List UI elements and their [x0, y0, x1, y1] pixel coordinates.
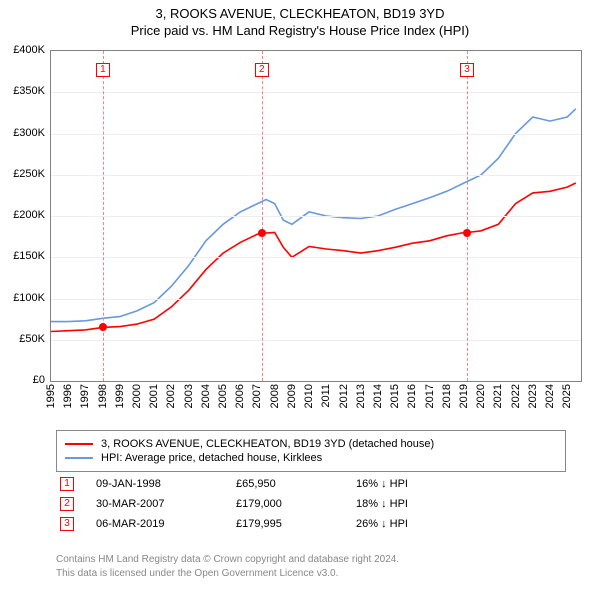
transaction-date: 09-JAN-1998 — [96, 478, 236, 490]
x-axis-label: 2018 — [441, 384, 453, 408]
x-axis-label: 2005 — [217, 384, 229, 408]
y-axis-label: £400K — [13, 44, 45, 56]
x-axis-label: 2001 — [148, 384, 160, 408]
x-axis-label: 2024 — [544, 384, 556, 408]
x-axis-label: 2016 — [406, 384, 418, 408]
legend-label: HPI: Average price, detached house, Kirk… — [101, 452, 322, 464]
y-axis-label: £200K — [13, 209, 45, 221]
x-axis-label: 2017 — [424, 384, 436, 408]
y-axis-label: £350K — [13, 85, 45, 97]
transaction-diff: 26% ↓ HPI — [356, 518, 566, 530]
x-axis-label: 2021 — [492, 384, 504, 408]
x-axis-label: 1995 — [45, 384, 57, 408]
x-axis-label: 2014 — [372, 384, 384, 408]
x-axis-label: 2015 — [389, 384, 401, 408]
transaction-price: £65,950 — [236, 478, 356, 490]
y-axis-label: £300K — [13, 127, 45, 139]
x-axis-label: 2011 — [320, 384, 332, 408]
transactions-table: 1 09-JAN-1998£65,95016% ↓ HPI 2 30-MAR-2007… — [56, 474, 566, 534]
x-axis-label: 2012 — [338, 384, 350, 408]
x-axis-label: 2007 — [251, 384, 263, 408]
transaction-date: 30-MAR-2007 — [96, 498, 236, 510]
legend-label: 3, ROOKS AVENUE, CLECKHEATON, BD19 3YD (… — [101, 438, 434, 450]
data-point — [258, 229, 266, 237]
transaction-row: 3 06-MAR-2019£179,99526% ↓ HPI — [56, 514, 566, 534]
data-point — [99, 323, 107, 331]
gridline — [51, 299, 581, 300]
x-axis-label: 2010 — [303, 384, 315, 408]
legend-item: 3, ROOKS AVENUE, CLECKHEATON, BD19 3YD (… — [65, 437, 557, 451]
x-axis-label: 1999 — [114, 384, 126, 408]
x-axis-label: 2006 — [234, 384, 246, 408]
marker-box: 3 — [460, 63, 474, 77]
chart-plot-area: 1 2 3 — [50, 50, 582, 382]
transaction-price: £179,995 — [236, 518, 356, 530]
x-axis-label: 2000 — [131, 384, 143, 408]
transaction-date: 06-MAR-2019 — [96, 518, 236, 530]
gridline — [51, 257, 581, 258]
marker-line — [103, 51, 104, 381]
x-axis-label: 2003 — [183, 384, 195, 408]
x-axis-label: 2019 — [458, 384, 470, 408]
legend-swatch — [65, 457, 93, 459]
transaction-price: £179,000 — [236, 498, 356, 510]
chart-subtitle: Price paid vs. HM Land Registry's House … — [0, 21, 600, 42]
footnote-line: Contains HM Land Registry data © Crown c… — [56, 553, 399, 567]
x-axis-label: 2020 — [475, 384, 487, 408]
x-axis-label: 2022 — [510, 384, 522, 408]
x-axis-label: 2004 — [200, 384, 212, 408]
x-axis-label: 2009 — [286, 384, 298, 408]
x-axis-label: 2023 — [527, 384, 539, 408]
transaction-diff: 18% ↓ HPI — [356, 498, 566, 510]
gridline — [51, 340, 581, 341]
y-axis-label: £50K — [19, 333, 45, 345]
transaction-row: 1 09-JAN-1998£65,95016% ↓ HPI — [56, 474, 566, 494]
transaction-diff: 16% ↓ HPI — [356, 478, 566, 490]
gridline — [51, 175, 581, 176]
gridline — [51, 216, 581, 217]
transaction-marker: 2 — [60, 497, 74, 511]
legend-item: HPI: Average price, detached house, Kirk… — [65, 451, 557, 465]
y-axis-label: £100K — [13, 292, 45, 304]
footnote-line: This data is licensed under the Open Gov… — [56, 567, 399, 581]
y-axis-label: £0 — [33, 374, 45, 386]
legend: 3, ROOKS AVENUE, CLECKHEATON, BD19 3YD (… — [56, 430, 566, 472]
gridline — [51, 134, 581, 135]
x-axis-label: 2002 — [165, 384, 177, 408]
marker-box: 1 — [96, 63, 110, 77]
transaction-marker: 1 — [60, 477, 74, 491]
y-axis-label: £150K — [13, 250, 45, 262]
transaction-row: 2 30-MAR-2007£179,00018% ↓ HPI — [56, 494, 566, 514]
x-axis-label: 1998 — [97, 384, 109, 408]
x-axis-label: 1996 — [62, 384, 74, 408]
data-point — [463, 229, 471, 237]
transaction-marker: 3 — [60, 517, 74, 531]
marker-box: 2 — [255, 63, 269, 77]
marker-line — [262, 51, 263, 381]
y-axis-label: £250K — [13, 168, 45, 180]
gridline — [51, 92, 581, 93]
x-axis-label: 2025 — [561, 384, 573, 408]
x-axis-label: 1997 — [79, 384, 91, 408]
footnote: Contains HM Land Registry data © Crown c… — [56, 553, 399, 580]
x-axis-label: 2013 — [355, 384, 367, 408]
x-axis-label: 2008 — [269, 384, 281, 408]
marker-line — [467, 51, 468, 381]
chart-title: 3, ROOKS AVENUE, CLECKHEATON, BD19 3YD — [0, 0, 600, 21]
legend-swatch — [65, 443, 93, 445]
